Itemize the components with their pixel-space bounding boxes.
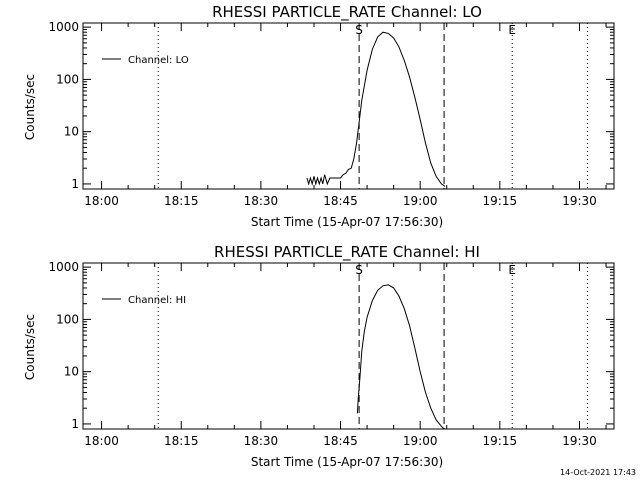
marker-label-s: S	[355, 23, 363, 37]
x-tick-label: 18:30	[244, 194, 279, 208]
legend-label: Channel: LO	[128, 55, 189, 66]
chart-title: RHESSI PARTICLE_RATE Channel: LO	[212, 3, 482, 22]
x-tick-label: 18:15	[164, 194, 199, 208]
x-tick-label: 18:45	[323, 434, 358, 448]
y-axis-label: Counts/sec	[23, 314, 37, 380]
y-tick-label: 100	[56, 312, 79, 326]
y-tick-label: 1000	[48, 260, 79, 274]
marker-label-s: S	[355, 263, 363, 277]
y-ticks: 1 10 100 1000	[48, 260, 614, 431]
y-tick-label: 1	[71, 417, 79, 431]
y-tick-label: 1	[71, 177, 79, 191]
plot-frame	[82, 262, 615, 430]
marker-label-e: E	[508, 263, 516, 277]
series-line	[306, 31, 446, 187]
x-tick-label: 18:00	[84, 434, 119, 448]
x-tick-label: 19:00	[403, 434, 438, 448]
y-tick-label: 1000	[48, 20, 79, 34]
x-tick-label: 18:30	[244, 434, 279, 448]
y-ticks: 1 10 100 1000	[48, 20, 614, 191]
series-line	[356, 284, 445, 430]
x-tick-label: 18:15	[164, 434, 199, 448]
panel-lo: RHESSI PARTICLE_RATE Channel: LO 18:00 18…	[23, 3, 615, 229]
series-lines	[306, 31, 446, 187]
x-tick-label: 19:30	[562, 434, 597, 448]
x-tick-label: 19:00	[403, 194, 438, 208]
x-axis-label: Start Time (15-Apr-07 17:56:30)	[251, 455, 443, 469]
series-lines	[356, 284, 445, 430]
y-tick-label: 10	[64, 125, 79, 139]
plot-frame	[82, 22, 615, 190]
timestamp: 14-Oct-2021 17:43	[560, 468, 636, 477]
y-tick-label: 10	[64, 365, 79, 379]
x-tick-label: 18:45	[323, 194, 358, 208]
x-tick-label: 19:30	[562, 194, 597, 208]
x-tick-label: 19:15	[483, 194, 518, 208]
x-tick-label: 18:00	[84, 194, 119, 208]
y-axis-label: Counts/sec	[23, 74, 37, 140]
x-axis-label: Start Time (15-Apr-07 17:56:30)	[251, 215, 443, 229]
x-ticks: 18:00 18:15 18:30 18:45 19:00 19:15 19:30	[84, 263, 607, 448]
y-tick-label: 100	[56, 72, 79, 86]
chart-title: RHESSI PARTICLE_RATE Channel: HI	[214, 243, 480, 262]
x-ticks: 18:00 18:15 18:30 18:45 19:00 19:15 19:30	[84, 23, 607, 208]
x-tick-label: 19:15	[483, 434, 518, 448]
legend-label: Channel: HI	[128, 295, 186, 306]
marker-label-e: E	[508, 23, 516, 37]
panel-hi: RHESSI PARTICLE_RATE Channel: HI 18:00 18…	[23, 243, 615, 469]
